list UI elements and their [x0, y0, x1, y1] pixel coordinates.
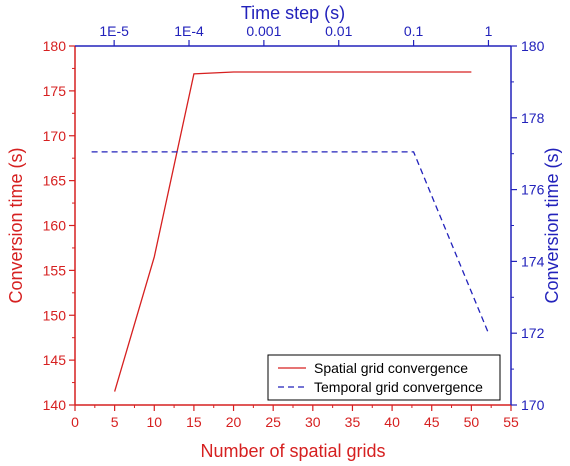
- y-left-tick-label: 150: [43, 307, 67, 323]
- x-bottom-tick-label: 50: [464, 414, 480, 430]
- y-left-axis-title: Conversion time (s): [6, 147, 26, 303]
- y-right-tick-label: 180: [521, 38, 545, 54]
- x-bottom-tick-label: 40: [384, 414, 400, 430]
- chart-axes: 0 5 10 15 20 25 30 35 40 45 50 55 140 145 150 155 160 165…: [43, 23, 545, 430]
- series-line-temporal: [91, 151, 490, 334]
- y-left-tick-label: 155: [43, 262, 67, 278]
- x-top-tick-label: 0.1: [404, 23, 424, 39]
- legend-label: Spatial grid convergence: [314, 360, 468, 376]
- x-bottom-tick-label: 45: [424, 414, 440, 430]
- x-bottom-tick-label: 5: [111, 414, 119, 430]
- legend-label: Temporal grid convergence: [314, 379, 483, 395]
- x-top-tick-label: 1E-4: [174, 23, 204, 39]
- y-left-tick-label: 175: [43, 83, 67, 99]
- x-bottom-tick-label: 55: [503, 414, 519, 430]
- x-bottom-tick-label: 30: [305, 414, 321, 430]
- x-top-tick-label: 0.01: [325, 23, 352, 39]
- x-bottom-tick-label: 35: [345, 414, 361, 430]
- y-left-tick-label: 180: [43, 38, 67, 54]
- y-right-tick-label: 172: [521, 325, 545, 341]
- x-bottom-tick-label: 25: [265, 414, 281, 430]
- y-left-tick-label: 160: [43, 218, 67, 234]
- y-right-tick-label: 176: [521, 182, 545, 198]
- x-top-tick-label: 1: [485, 23, 493, 39]
- x-top-axis-title: Time step (s): [241, 3, 345, 23]
- y-left-tick-label: 165: [43, 173, 67, 189]
- x-bottom-tick-label: 10: [146, 414, 162, 430]
- y-right-axis-title: Conversion time (s): [542, 147, 562, 303]
- x-bottom-axis-title: Number of spatial grids: [200, 441, 385, 461]
- legend-box: [267, 354, 501, 401]
- x-top-tick-label: 1E-5: [99, 23, 129, 39]
- x-bottom-tick-label: 20: [226, 414, 242, 430]
- x-bottom-tick-label: 0: [71, 414, 79, 430]
- series-line-spatial: [114, 71, 472, 392]
- x-top-tick-label: 0.001: [246, 23, 281, 39]
- chart-marks: [91, 71, 490, 392]
- y-left-tick-label: 145: [43, 352, 67, 368]
- y-left-tick-label: 140: [43, 397, 67, 413]
- y-right-tick-label: 170: [521, 397, 545, 413]
- y-right-tick-label: 174: [521, 253, 545, 269]
- legend: Spatial grid convergence Temporal grid co…: [267, 354, 501, 401]
- x-bottom-tick-label: 15: [186, 414, 202, 430]
- y-left-tick-label: 170: [43, 128, 67, 144]
- y-right-tick-label: 178: [521, 110, 545, 126]
